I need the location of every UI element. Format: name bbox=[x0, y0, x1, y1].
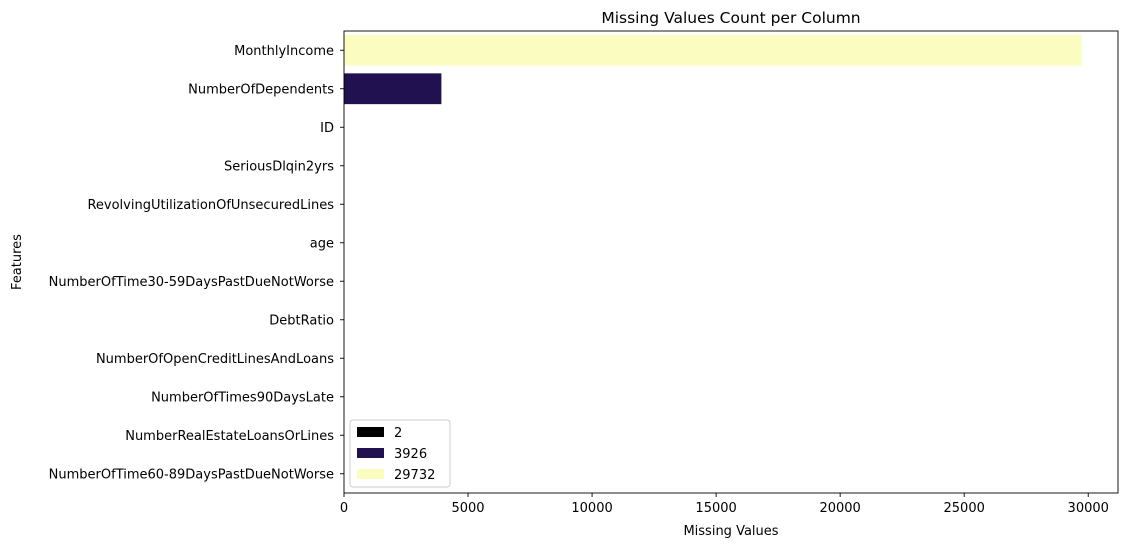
x-tick-label: 20000 bbox=[819, 501, 860, 516]
y-axis-title: Features bbox=[10, 234, 25, 290]
y-tick-label: NumberOfTimes90DaysLate bbox=[151, 390, 334, 405]
chart-title: Missing Values Count per Column bbox=[601, 9, 860, 27]
x-tick-label: 5000 bbox=[451, 501, 484, 516]
y-tick-label: SeriousDlqin2yrs bbox=[224, 159, 334, 174]
y-tick-label: NumberRealEstateLoansOrLines bbox=[125, 429, 334, 444]
legend-label: 29732 bbox=[394, 468, 435, 483]
legend-label: 2 bbox=[394, 426, 402, 441]
y-tick-label: age bbox=[310, 236, 334, 251]
y-tick-label: NumberOfTime60-89DaysPastDueNotWorse bbox=[49, 467, 334, 482]
legend-label: 3926 bbox=[394, 447, 427, 462]
y-tick-label: RevolvingUtilizationOfUnsecuredLines bbox=[87, 198, 334, 213]
y-tick-label: NumberOfOpenCreditLinesAndLoans bbox=[96, 352, 334, 367]
x-tick-label: 10000 bbox=[571, 501, 612, 516]
x-tick-label: 15000 bbox=[695, 501, 736, 516]
x-tick-label: 25000 bbox=[944, 501, 985, 516]
y-tick-label: DebtRatio bbox=[269, 313, 334, 328]
y-tick-label: ID bbox=[320, 121, 334, 136]
legend-swatch bbox=[357, 427, 384, 437]
bars-layer bbox=[344, 34, 1082, 105]
x-tick-label: 30000 bbox=[1068, 501, 1109, 516]
legend: 2 3926 29732 bbox=[349, 419, 451, 488]
plot-frame bbox=[343, 30, 1119, 494]
x-tick-label: 0 bbox=[340, 501, 348, 516]
legend-swatch bbox=[357, 448, 384, 458]
legend-swatch bbox=[357, 469, 384, 479]
y-tick-label: MonthlyIncome bbox=[234, 44, 334, 59]
bar bbox=[344, 34, 1082, 66]
x-axis-title: Missing Values bbox=[683, 524, 778, 539]
y-tick-label: NumberOfTime30-59DaysPastDueNotWorse bbox=[49, 275, 334, 290]
y-tick-label: NumberOfDependents bbox=[188, 82, 334, 97]
bar bbox=[344, 73, 442, 105]
x-axis: 0 5000 10000 15000 20000 25000 30000 bbox=[340, 493, 1109, 516]
y-axis: MonthlyIncome NumberOfDependents ID Serious… bbox=[49, 44, 344, 482]
